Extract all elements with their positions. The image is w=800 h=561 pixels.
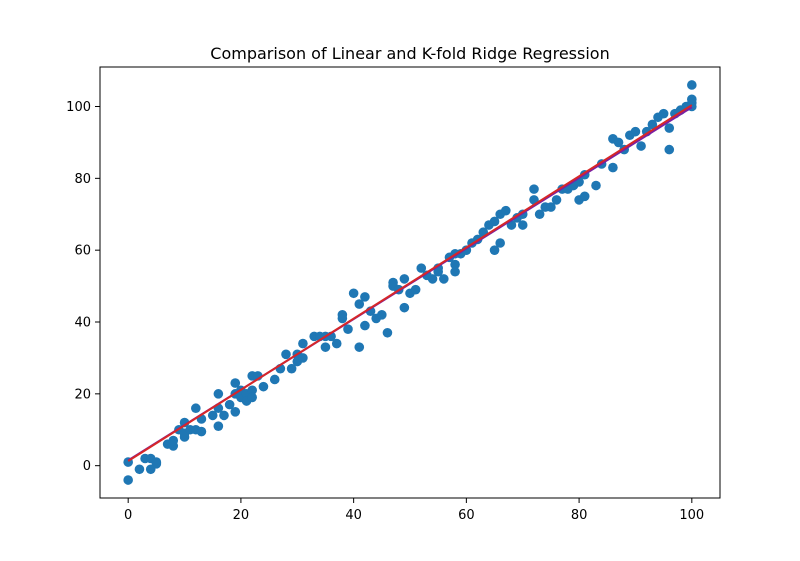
ridge-regression-line bbox=[127, 104, 693, 462]
scatter-point bbox=[348, 288, 359, 299]
x-tick-label: 0 bbox=[124, 508, 132, 523]
scatter-point bbox=[360, 292, 370, 302]
y-tick-label: 100 bbox=[66, 100, 91, 115]
scatter-point bbox=[551, 195, 562, 205]
scatter-point bbox=[191, 403, 201, 414]
scatter-point bbox=[647, 119, 658, 130]
scatter-point bbox=[636, 141, 646, 151]
x-tick-label: 40 bbox=[345, 508, 362, 523]
y-tick-label: 60 bbox=[74, 244, 91, 259]
scatter-point bbox=[489, 245, 500, 255]
scatter-point bbox=[298, 338, 308, 349]
scatter-point bbox=[320, 342, 331, 352]
x-tick-label: 80 bbox=[571, 508, 588, 523]
x-tick-label: 60 bbox=[458, 508, 475, 523]
scatter-point bbox=[377, 310, 387, 320]
scatter-point bbox=[450, 266, 460, 277]
scatter-point bbox=[658, 108, 669, 119]
scatter-point bbox=[664, 123, 675, 133]
scatter-point bbox=[168, 435, 179, 446]
data-marks bbox=[123, 80, 697, 485]
scatter-point bbox=[450, 259, 460, 270]
scatter-point bbox=[630, 126, 641, 137]
scatter-point bbox=[354, 342, 365, 352]
scatter-point bbox=[123, 475, 133, 485]
scatter-point bbox=[213, 421, 224, 431]
scatter-point bbox=[331, 338, 342, 349]
scatter-point bbox=[427, 274, 438, 284]
y-tick-label: 40 bbox=[74, 316, 91, 331]
scatter-point bbox=[230, 407, 241, 417]
scatter-point bbox=[247, 385, 257, 396]
scatter-point bbox=[224, 399, 235, 410]
scatter-point bbox=[258, 381, 269, 392]
scatter-point bbox=[343, 324, 353, 334]
scatter-point bbox=[399, 302, 410, 313]
scatter-point bbox=[489, 216, 500, 227]
y-tick-label: 0 bbox=[83, 459, 91, 474]
y-tick-label: 80 bbox=[74, 172, 91, 187]
scatter-point bbox=[546, 202, 556, 212]
scatter-point bbox=[247, 392, 257, 403]
axes-frame bbox=[99, 66, 721, 499]
scatter-point bbox=[399, 274, 410, 284]
x-tick-label: 100 bbox=[679, 508, 704, 523]
scatter-point bbox=[382, 327, 393, 338]
scatter-point bbox=[230, 378, 241, 388]
scatter-point bbox=[439, 274, 449, 284]
scatter-point bbox=[501, 205, 511, 216]
scatter-point bbox=[134, 464, 145, 475]
scatter-point bbox=[579, 191, 590, 202]
scatter-point bbox=[410, 284, 421, 295]
scatter-point bbox=[354, 299, 365, 309]
scatter-point bbox=[269, 374, 280, 385]
scatter-point bbox=[529, 184, 539, 194]
scatter-point bbox=[613, 137, 624, 148]
scatter-point bbox=[196, 426, 207, 437]
scatter-point bbox=[495, 238, 505, 248]
scatter-point bbox=[281, 349, 291, 360]
scatter-point bbox=[664, 144, 675, 155]
scatter-point bbox=[517, 220, 528, 230]
scatter-point bbox=[608, 162, 618, 173]
scatter-point bbox=[687, 94, 697, 105]
scatter-point bbox=[360, 320, 370, 331]
scatter-point bbox=[286, 363, 297, 374]
scatter-point bbox=[298, 353, 308, 363]
x-tick-label: 20 bbox=[233, 508, 250, 523]
scatter-point bbox=[213, 389, 224, 399]
scatter-point bbox=[416, 263, 427, 273]
scatter-point bbox=[388, 277, 398, 288]
scatter-point bbox=[534, 209, 545, 220]
y-tick-label: 20 bbox=[74, 387, 91, 402]
axes: 0 20 40 60 80 100 0 20 40 60 80 100 bbox=[66, 100, 704, 523]
scatter-point bbox=[207, 410, 218, 421]
scatter-point bbox=[591, 180, 601, 191]
chart-title: Comparison of Linear and K-fold Ridge Re… bbox=[210, 44, 609, 63]
scatter-point bbox=[337, 310, 348, 320]
scatter-point bbox=[219, 410, 229, 421]
scatter-point bbox=[151, 459, 162, 469]
scatter-point bbox=[687, 80, 697, 90]
